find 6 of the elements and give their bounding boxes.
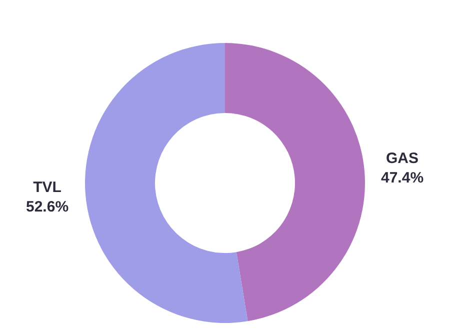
data-label: 52.6% [26,198,69,216]
donut-slice [85,43,248,323]
data-label: 47.4% [381,170,424,186]
slice-label: GAS [386,150,419,167]
slice-label: TVL [33,179,62,196]
donut-slice [225,43,365,322]
